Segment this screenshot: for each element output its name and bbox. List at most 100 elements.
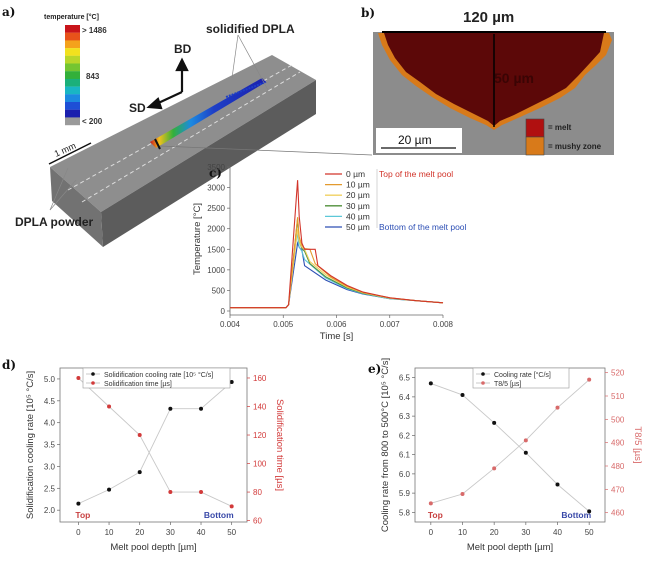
series-line xyxy=(230,240,444,309)
annotation-bottom: Bottom of the melt pool xyxy=(379,222,467,232)
legend-swatch-melt xyxy=(525,118,545,138)
y-tick-label: 5.9 xyxy=(399,489,411,498)
data-point xyxy=(76,375,81,380)
x-tick-label: 0 xyxy=(76,528,81,537)
series-line xyxy=(430,379,590,504)
y-tick-label: 6.2 xyxy=(399,431,411,440)
data-point xyxy=(587,377,592,382)
x-tick-label: 0.008 xyxy=(433,320,454,329)
colorbar xyxy=(65,25,80,126)
colorbar-segment xyxy=(65,63,80,72)
legend-label: Solidification cooling rate [10⁵ °C/s] xyxy=(104,371,213,379)
chart-e: 5.85.96.06.16.26.36.46.54604704804905005… xyxy=(380,358,643,553)
y-tick-label: 4.5 xyxy=(44,397,56,406)
legend-label: 40 µm xyxy=(346,211,370,221)
y-tick-label: 2.0 xyxy=(44,506,56,515)
legend-label: Solidification time [µs] xyxy=(104,381,172,388)
scale-bar-1mm xyxy=(48,142,92,165)
solidified-track xyxy=(225,81,267,98)
chart-d: 2.0 2.5 3.0 3.5 4.0 4.5 5.0 60 80 100 120 140 160 0 10… xyxy=(25,367,285,553)
data-point xyxy=(460,392,465,397)
x-tick-label: 0 xyxy=(429,528,434,537)
y-tick-label: 3500 xyxy=(207,163,225,172)
legend-label-melt: = melt xyxy=(548,123,572,132)
data-point xyxy=(137,470,142,475)
colorbar-segment xyxy=(65,48,80,56)
scale-bar-box xyxy=(376,128,462,153)
annotation-bottom: Bottom xyxy=(204,510,234,520)
x-tick-label: 20 xyxy=(490,528,499,537)
y2-axis-label: Solidification time [µs] xyxy=(274,399,285,491)
colorbar-segment xyxy=(65,102,80,110)
callout-line xyxy=(49,179,77,211)
y-tick-label: 1500 xyxy=(207,245,225,254)
y-tick-label: 2000 xyxy=(207,225,225,234)
annotation-bottom: Bottom xyxy=(561,510,591,520)
colorbar-segment xyxy=(65,40,80,49)
data-point xyxy=(555,482,560,487)
y-tick-label: 1000 xyxy=(207,266,225,275)
data-point xyxy=(107,404,112,409)
legend-swatch-mushy xyxy=(525,136,545,156)
y-tick-label: 6.1 xyxy=(399,451,411,460)
panel-label-c: c) xyxy=(209,166,222,180)
x-tick-label: 50 xyxy=(585,528,594,537)
colorbar-min-label: < 200 xyxy=(82,117,103,126)
panel-a: a) temperature [°C] > 1486 843 < 200 sol… xyxy=(2,5,373,247)
block-side-face xyxy=(50,167,103,247)
x-tick-label: 40 xyxy=(553,528,562,537)
y2-tick-label: 160 xyxy=(253,374,267,383)
y2-tick-label: 80 xyxy=(253,488,262,497)
y-tick-label: 6.3 xyxy=(399,412,411,421)
x-axis-label: Time [s] xyxy=(320,331,353,342)
x-tick-label: 40 xyxy=(197,528,206,537)
legend-marker xyxy=(481,372,485,376)
annotation-top: Top xyxy=(428,510,443,520)
legend-label: 30 µm xyxy=(346,201,370,211)
y-axis-label: Cooling rate from 800 to 500°C [10⁵ °C/s… xyxy=(380,358,391,532)
series-line xyxy=(230,228,444,309)
y2-tick-label: 500 xyxy=(611,415,625,424)
panel-label-d: d) xyxy=(2,358,16,372)
x-tick-label: 0.006 xyxy=(326,320,347,329)
x-tick-label: 0.005 xyxy=(273,320,294,329)
callout-line xyxy=(49,167,69,211)
depth-label: 50 µm xyxy=(494,70,534,86)
y-tick-label: 6.5 xyxy=(399,374,411,383)
colorbar-segment xyxy=(65,78,80,87)
data-point xyxy=(428,381,433,386)
block-top-face xyxy=(50,55,316,212)
y-axis-label: Solidification cooling rate [10⁵ °C/s] xyxy=(25,371,36,519)
legend-label: 0 µm xyxy=(346,169,365,179)
colorbar-segment xyxy=(65,94,80,103)
y-tick-label: 0 xyxy=(221,307,226,316)
legend-marker xyxy=(481,381,485,385)
y-tick-label: 6.0 xyxy=(399,470,411,479)
data-point xyxy=(137,433,142,438)
block-front-face xyxy=(101,80,316,247)
y2-tick-label: 120 xyxy=(253,431,267,440)
panel-label-b: b) xyxy=(361,6,375,20)
y2-tick-label: 510 xyxy=(611,392,625,401)
y2-tick-label: 460 xyxy=(611,509,625,518)
data-point xyxy=(428,501,433,506)
colorbar-max-label: > 1486 xyxy=(82,26,107,35)
panel-label-a: a) xyxy=(2,5,15,19)
y2-tick-label: 520 xyxy=(611,369,625,378)
y-tick-label: 3.5 xyxy=(44,441,56,450)
legend-box xyxy=(472,367,570,389)
colorbar-segment xyxy=(65,25,80,33)
y2-tick-label: 480 xyxy=(611,462,625,471)
panel-b: b) 120 µm 50 µm 20 µm = melt = mushy zon… xyxy=(361,6,614,156)
x-tick-label: 50 xyxy=(227,528,236,537)
y-tick-label: 5.8 xyxy=(399,508,411,517)
x-tick-label: 30 xyxy=(166,528,175,537)
y2-tick-label: 140 xyxy=(253,403,267,412)
data-point xyxy=(523,450,528,455)
chart-c: 0 500 1000 1500 2000 2500 3000 3500 0.004 0.005 0.… xyxy=(192,163,467,342)
x-tick-label: 10 xyxy=(105,528,114,537)
data-point xyxy=(523,438,528,443)
zoom-connector-line xyxy=(159,145,373,156)
